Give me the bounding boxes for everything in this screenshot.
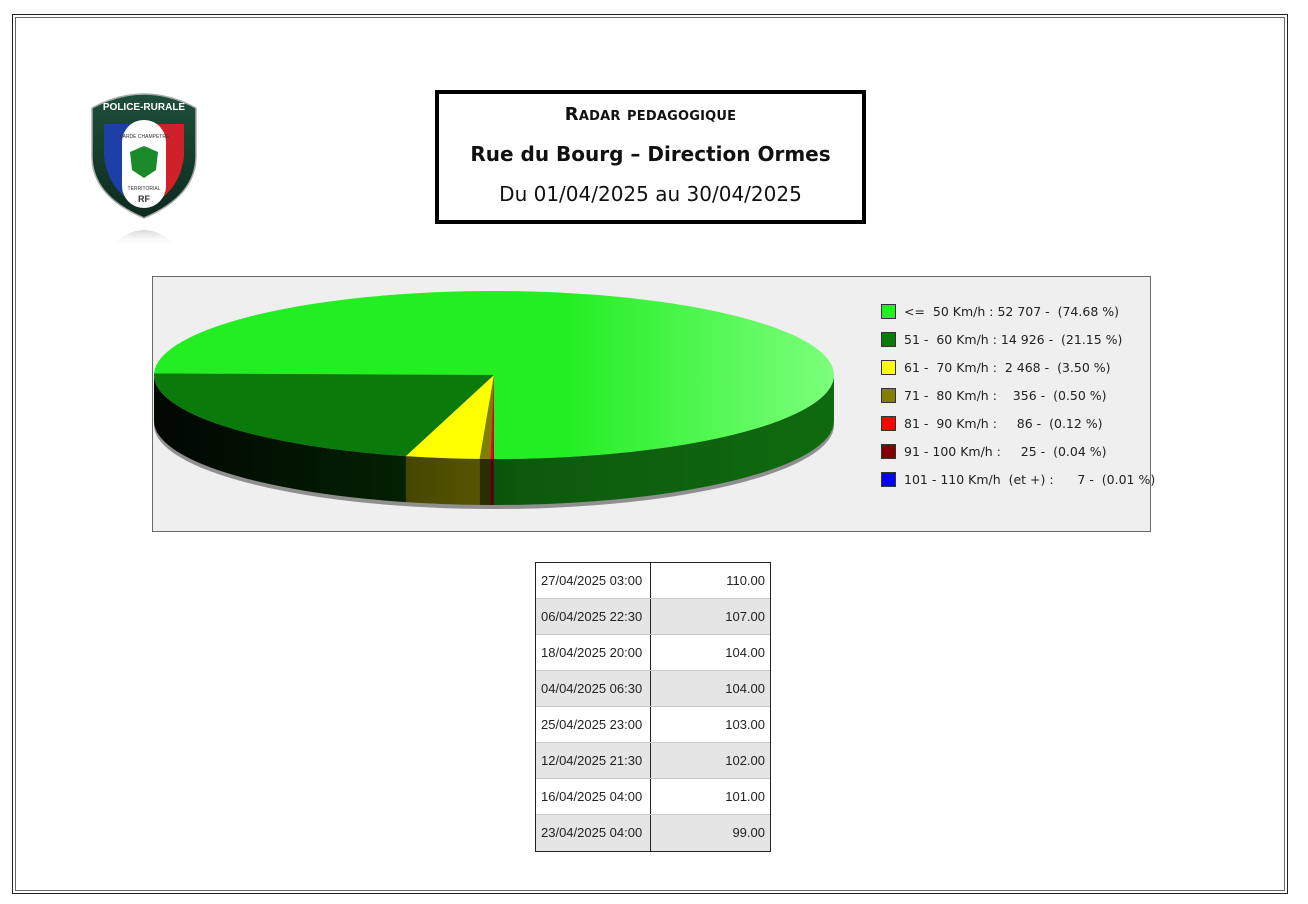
cell-speed: 99.00	[732, 825, 765, 840]
pie-side-4	[490, 458, 494, 505]
legend-swatch	[881, 471, 896, 487]
table-row: 27/04/2025 03:00 110.00	[536, 563, 770, 599]
pie-slice-0	[154, 291, 834, 459]
legend-label: 81 - 90 Km/h : 86 - (0.12 %)	[904, 415, 1103, 431]
table-row: 25/04/2025 23:00 103.00	[536, 707, 770, 743]
pie-side-5	[493, 458, 494, 505]
legend-swatch	[881, 303, 896, 319]
logo-middle-text: GARDE CHAMPETRE	[119, 134, 170, 140]
pie-slice-3	[479, 375, 494, 459]
legend-label: <= 50 Km/h : 52 707 - (74.68 %)	[904, 303, 1119, 319]
cell-speed: 104.00	[725, 645, 765, 660]
legend-swatch	[881, 387, 896, 403]
report-title-box: Radar pedagogique Rue du Bourg – Directi…	[435, 90, 866, 224]
logo-initials: RF	[138, 194, 150, 204]
cell-datetime: 16/04/2025 04:00	[536, 779, 651, 814]
table-row: 23/04/2025 04:00 99.00	[536, 815, 770, 851]
cell-datetime: 12/04/2025 21:30	[536, 743, 651, 778]
pie-slice-4	[490, 375, 494, 459]
legend-item: 61 - 70 Km/h : 2 468 - (3.50 %)	[881, 353, 1155, 381]
table-row: 04/04/2025 06:30 104.00	[536, 671, 770, 707]
pie-slice-2	[405, 375, 494, 459]
legend-swatch	[881, 443, 896, 459]
cell-speed: 103.00	[725, 717, 765, 732]
police-rurale-logo: POLICE-RURALE GARDE CHAMPETRE TERRITORIA…	[84, 86, 204, 266]
cell-speed: 101.00	[725, 789, 765, 804]
legend-label: 101 - 110 Km/h (et +) : 7 - (0.01 %)	[904, 471, 1156, 487]
legend-swatch	[881, 331, 896, 347]
legend-label: 61 - 70 Km/h : 2 468 - (3.50 %)	[904, 359, 1111, 375]
report-period: Du 01/04/2025 au 30/04/2025	[499, 182, 802, 206]
legend-swatch	[881, 359, 896, 375]
legend-label: 71 - 80 Km/h : 356 - (0.50 %)	[904, 387, 1107, 403]
table-row: 06/04/2025 22:30 107.00	[536, 599, 770, 635]
legend-item: 101 - 110 Km/h (et +) : 7 - (0.01 %)	[881, 465, 1155, 493]
legend-swatch	[881, 415, 896, 431]
report-title: Radar pedagogique	[564, 104, 737, 125]
legend-label: 51 - 60 Km/h : 14 926 - (21.15 %)	[904, 331, 1123, 347]
legend-item: 81 - 90 Km/h : 86 - (0.12 %)	[881, 409, 1155, 437]
cell-datetime: 04/04/2025 06:30	[536, 671, 651, 706]
legend-label: 91 - 100 Km/h : 25 - (0.04 %)	[904, 443, 1107, 459]
report-location: Rue du Bourg – Direction Ormes	[470, 142, 831, 166]
pie-side-3	[479, 458, 491, 505]
legend-item: 71 - 80 Km/h : 356 - (0.50 %)	[881, 381, 1155, 409]
pie-side-0	[494, 375, 834, 505]
pie-side-2	[405, 456, 480, 505]
cell-datetime: 18/04/2025 20:00	[536, 635, 651, 670]
legend-item: 51 - 60 Km/h : 14 926 - (21.15 %)	[881, 325, 1155, 353]
cell-datetime: 06/04/2025 22:30	[536, 599, 651, 634]
pie-chart-3d	[154, 291, 834, 509]
pie-side-1	[154, 375, 406, 503]
pie-slice-5	[493, 375, 494, 459]
cell-datetime: 23/04/2025 04:00	[536, 815, 651, 851]
top-speeds-table: 27/04/2025 03:00 110.00 06/04/2025 22:30 10…	[535, 562, 771, 852]
table-row: 12/04/2025 21:30 102.00	[536, 743, 770, 779]
cell-speed: 107.00	[725, 609, 765, 624]
cell-datetime: 25/04/2025 23:00	[536, 707, 651, 742]
table-row: 18/04/2025 20:00 104.00	[536, 635, 770, 671]
legend-item: <= 50 Km/h : 52 707 - (74.68 %)	[881, 297, 1155, 325]
page-frame-inner	[15, 17, 1285, 891]
table-row: 16/04/2025 04:00 101.00	[536, 779, 770, 815]
speed-distribution-chart: <= 50 Km/h : 52 707 - (74.68 %) 51 - 60 K…	[152, 276, 1155, 532]
cell-datetime: 27/04/2025 03:00	[536, 563, 651, 598]
cell-speed: 104.00	[725, 681, 765, 696]
cell-speed: 110.00	[726, 573, 765, 588]
chart-legend: <= 50 Km/h : 52 707 - (74.68 %) 51 - 60 K…	[881, 297, 1155, 493]
page-frame-outer	[12, 14, 1288, 894]
logo-bottom-text: TERRITORIAL	[128, 186, 161, 192]
logo-top-text: POLICE-RURALE	[103, 102, 186, 113]
pie-slice-1	[154, 373, 495, 457]
cell-speed: 102.00	[725, 753, 765, 768]
legend-item: 91 - 100 Km/h : 25 - (0.04 %)	[881, 437, 1155, 465]
